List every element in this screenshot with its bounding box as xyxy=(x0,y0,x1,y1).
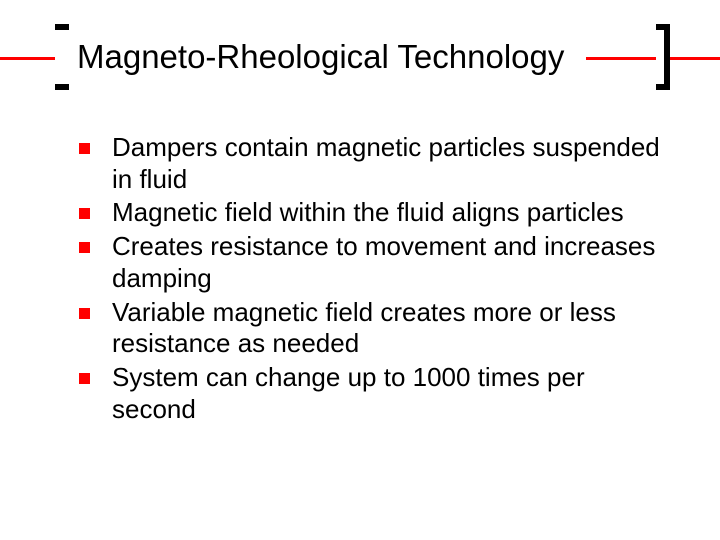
bullet-item: Creates resistance to movement and incre… xyxy=(79,231,674,294)
slide-title: Magneto-Rheological Technology xyxy=(77,38,564,76)
bullet-item: Variable magnetic field creates more or … xyxy=(79,297,674,360)
title-bracket-right xyxy=(656,24,670,90)
bullet-text: Creates resistance to movement and incre… xyxy=(112,231,674,294)
bullet-text: Dampers contain magnetic particles suspe… xyxy=(112,132,674,195)
square-bullet-icon xyxy=(79,242,90,253)
bullet-text: System can change up to 1000 times per s… xyxy=(112,362,674,425)
square-bullet-icon xyxy=(79,143,90,154)
title-region: Magneto-Rheological Technology xyxy=(55,30,680,84)
slide-body: Dampers contain magnetic particles suspe… xyxy=(55,132,680,425)
bullet-text: Variable magnetic field creates more or … xyxy=(112,297,674,360)
bullet-item: Dampers contain magnetic particles suspe… xyxy=(79,132,674,195)
square-bullet-icon xyxy=(79,308,90,319)
bullet-text: Magnetic field within the fluid aligns p… xyxy=(112,197,674,229)
square-bullet-icon xyxy=(79,208,90,219)
square-bullet-icon xyxy=(79,373,90,384)
slide: Magneto-Rheological Technology Dampers c… xyxy=(0,0,720,540)
title-box: Magneto-Rheological Technology xyxy=(55,30,586,84)
bullet-item: Magnetic field within the fluid aligns p… xyxy=(79,197,674,229)
bullet-item: System can change up to 1000 times per s… xyxy=(79,362,674,425)
